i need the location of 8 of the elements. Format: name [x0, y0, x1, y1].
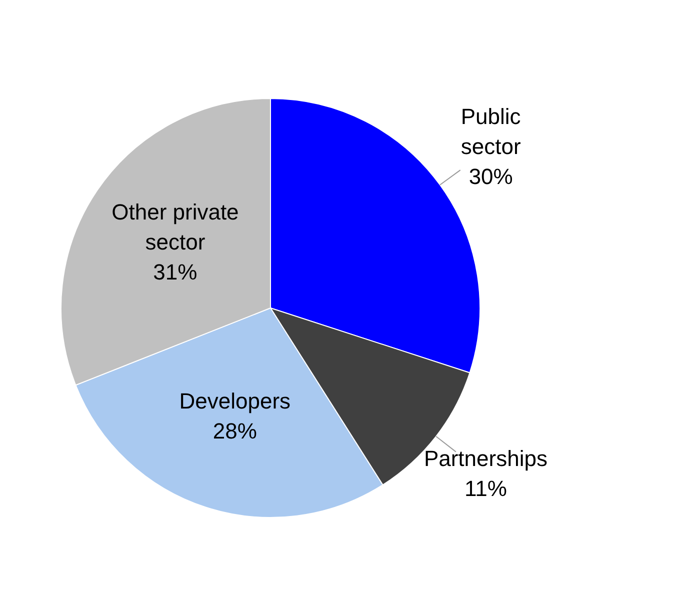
slice-label: Public sector [460, 104, 521, 159]
slice-label: Other private sector [112, 199, 239, 254]
data-label: 11% [464, 476, 507, 501]
data-label: 30% [468, 164, 513, 189]
slice-label: Developers [179, 388, 291, 414]
data-label: 31% [153, 259, 198, 284]
slice-label: Partnerships [424, 446, 548, 471]
data-label: 28% [212, 418, 257, 444]
